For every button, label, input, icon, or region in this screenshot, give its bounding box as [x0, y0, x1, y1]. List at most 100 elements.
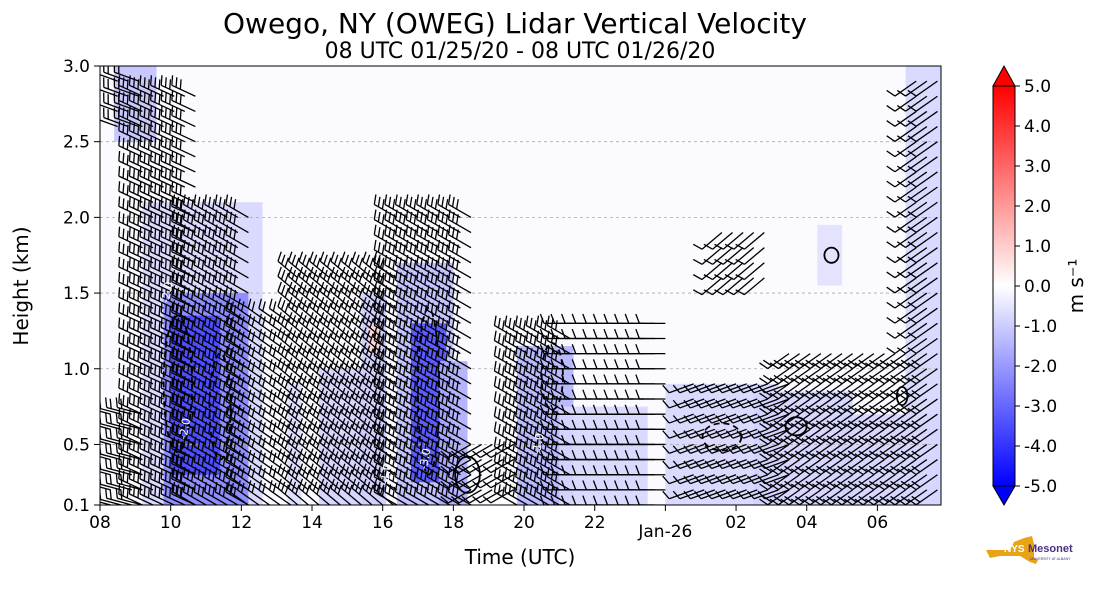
wind-barb-feather: [434, 229, 438, 240]
wind-barb-feather: [287, 478, 293, 489]
wind-barb: [330, 342, 352, 370]
wind-barb: [258, 298, 281, 324]
wind-barb-feather: [176, 393, 180, 404]
wind-barb: [214, 194, 239, 218]
wind-barb-feather: [379, 408, 385, 419]
wind-barb-feather: [319, 387, 325, 398]
wind-barb-feather: [147, 442, 150, 453]
wind-barb-feather: [172, 451, 176, 462]
wind-barb-feather: [388, 408, 392, 419]
wind-barb-feather: [169, 109, 172, 120]
wind-barb: [268, 480, 292, 505]
wind-barb-feather: [160, 226, 163, 237]
wind-barb-feather: [348, 408, 353, 419]
wind-barb-feather: [128, 317, 131, 328]
wind-barb-feather: [312, 436, 318, 447]
wind-barb-feather: [226, 343, 231, 355]
wind-barb-feather: [277, 357, 282, 368]
wind-barb: [330, 357, 352, 385]
wind-barb-feather: [455, 350, 459, 361]
wind-barb-feather: [451, 378, 455, 389]
wind-barb-feather: [405, 300, 409, 311]
wind-barb-feather: [394, 436, 398, 447]
wind-barb: [214, 436, 239, 461]
wind-barb-feather: [377, 423, 381, 434]
wind-barb-feather: [169, 154, 172, 165]
wind-barb-feather: [240, 452, 245, 463]
wind-barb-feather: [251, 301, 256, 312]
wind-barb-feather: [323, 284, 328, 295]
wind-barb-feather: [319, 402, 325, 413]
wind-barb-feather: [139, 90, 142, 101]
wind-barb-feather: [376, 375, 381, 386]
wind-barb-feather: [139, 120, 142, 131]
wind-barb-feather: [298, 463, 304, 474]
wind-barb-feather: [398, 393, 402, 404]
wind-barb-feather: [186, 348, 190, 359]
wind-barb-feather: [147, 472, 150, 483]
wind-barb: [351, 478, 373, 505]
wind-barb-feather: [222, 335, 226, 346]
wind-barb-feather: [128, 453, 131, 464]
wind-barb-feather: [358, 333, 364, 344]
wind-barb: [171, 120, 196, 143]
wind-barb-feather: [240, 331, 245, 342]
wind-barb-feather: [437, 209, 441, 220]
wind-barb-feather: [171, 423, 174, 434]
wind-barb-feather: [128, 75, 131, 86]
wind-barb-feather: [186, 438, 190, 450]
wind-barb-feather: [384, 224, 388, 235]
wind-barb-feather: [413, 305, 417, 316]
wind-barb-feather: [237, 419, 241, 430]
wind-barb: [258, 343, 281, 370]
wind-barb: [351, 448, 373, 476]
wind-barb-feather: [358, 302, 364, 313]
wind-barb-feather: [298, 387, 304, 398]
wind-barb-feather: [316, 272, 321, 283]
wind-barb-feather: [326, 318, 332, 329]
wind-barb-feather: [115, 473, 118, 484]
wind-barb-feather: [272, 467, 277, 478]
wind-barb-feather: [172, 391, 176, 402]
wind-barb-feather: [118, 272, 121, 283]
wind-barb-feather: [208, 454, 211, 465]
wind-barb-feather: [394, 254, 398, 266]
wind-barb-feather: [143, 380, 146, 391]
wind-barb-feather: [179, 154, 182, 165]
wind-barb: [277, 387, 299, 415]
wind-barb-feather: [230, 392, 235, 403]
wind-barb-feather: [197, 196, 201, 207]
wind-barb-feather: [175, 137, 178, 148]
wind-barb: [394, 254, 419, 279]
wind-barb-feather: [258, 449, 263, 460]
wind-barb: [182, 360, 207, 385]
wind-barb-feather: [445, 244, 449, 255]
wind-barb: [447, 391, 472, 415]
wind-barb-feather: [126, 381, 129, 393]
wind-barb-feather: [388, 211, 392, 222]
wind-barb-feather: [109, 413, 112, 424]
wind-barb-feather: [379, 393, 385, 404]
wind-barb-feather: [214, 436, 218, 447]
wind-barb-feather: [405, 451, 409, 462]
wind-barb-feather: [316, 454, 321, 465]
wind-barb-feather: [309, 402, 314, 413]
wind-barb-feather: [171, 438, 174, 449]
wind-barb-feather: [402, 471, 406, 482]
wind-barb-feather: [158, 94, 161, 105]
wind-barb-feather: [309, 418, 314, 428]
wind-barb: [225, 270, 249, 294]
wind-barb-feather: [447, 315, 451, 326]
wind-barb-feather: [118, 256, 121, 267]
wind-barb-feather: [365, 315, 371, 325]
wind-barb-feather: [149, 423, 153, 434]
wind-barb: [416, 360, 440, 385]
wind-barb-feather: [379, 454, 385, 465]
wind-barb-feather: [330, 266, 335, 277]
wind-barb-feather: [171, 272, 174, 283]
wind-barb-feather: [416, 330, 419, 341]
wind-barb-feather: [201, 426, 205, 437]
wind-barb: [193, 224, 217, 249]
wind-barb-feather: [455, 395, 459, 406]
wind-barb: [204, 436, 228, 461]
